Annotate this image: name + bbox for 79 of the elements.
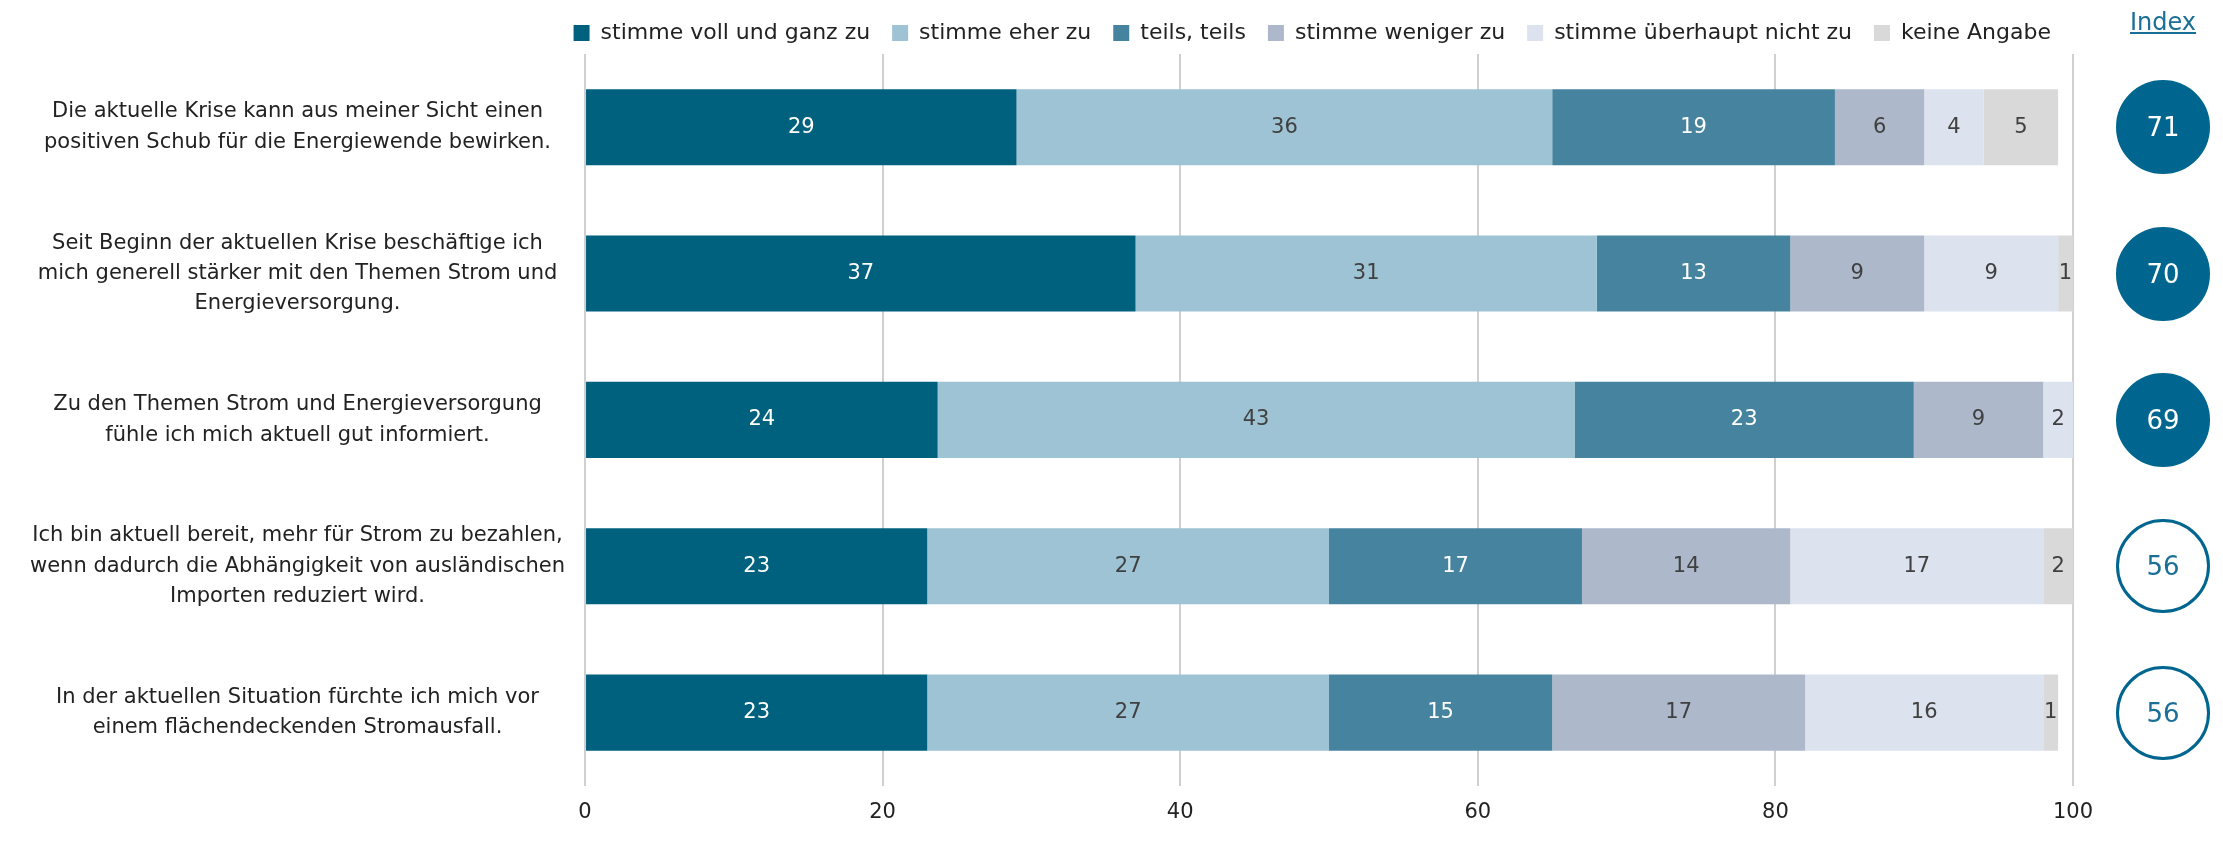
legend-label: stimme weniger zu [1294,18,1506,44]
text: 56 [2116,665,2210,760]
bar [927,674,1330,751]
bar [1834,89,1925,166]
bar [586,674,928,751]
data-label: 9 [1850,259,1864,284]
y-tick-label: Zu den Themen Strom und Energieversorgung fühle ich mich aktuell gut informiert. [53,391,542,446]
y-tick-label: Seit Beginn der aktuellen Krise beschäftige ich mich generell stärker mit den Themen Strom und Energieversorgung. [37,229,558,315]
data-label: 4 [1947,113,1961,138]
y-tick-label: In der aktuellen Situation fürchte ich mich vor einem flächendeckenden Stromausfall. [56,683,540,739]
bar [1805,674,2044,751]
x-tick-label: 20 [869,798,896,823]
bar [1581,528,1791,605]
text: 70 [2116,226,2210,321]
bar [1913,381,2044,458]
x-tick-label: 80 [1762,798,1789,823]
data-label: 27 [1114,699,1142,724]
data-label: 15 [1427,699,1454,724]
bar [1596,235,1791,312]
data-label: 36 [1271,113,1298,138]
bar [1924,89,1984,166]
data-label: 2 [2051,406,2065,431]
bar [1552,89,1835,166]
bar [586,89,1017,166]
legend-label: stimme überhaupt nicht zu [1554,18,1852,44]
data-label: 6 [1872,113,1887,138]
data-label: 17 [1665,699,1693,724]
legend-label: stimme eher zu [919,18,1092,44]
data-label: 5 [2014,113,2028,138]
bar [1790,528,2044,605]
data-label: 27 [1114,552,1142,577]
bar [1552,674,1806,751]
data-label: 13 [1680,259,1707,284]
bar [1135,235,1597,312]
bar [1329,674,1553,751]
bar [586,235,1136,312]
data-label: 23 [743,699,771,724]
bar [937,381,1575,458]
data-label: 17 [1903,552,1931,577]
data-label: 1 [2043,699,2058,724]
data-label: 29 [787,113,815,138]
data-label: 37 [847,259,875,284]
data-label: 9 [1971,406,1986,431]
bar [1574,381,1914,458]
bar [1016,89,1553,166]
bar [1329,528,1582,605]
bar [586,528,928,605]
bar [927,528,1330,605]
text: 56 [2116,519,2210,614]
legend-label: stimme voll und ganz zu [600,18,871,44]
x-tick-label: 60 [1464,798,1492,823]
bar [2043,381,2073,458]
data-label: 23 [743,552,771,577]
text: 69 [2116,372,2210,467]
y-tick-label: Die aktuelle Krise kann aus meiner Sicht einen positiven Schub für die Energiewende bewirken. [44,98,552,153]
data-label: 16 [1910,699,1938,724]
bar [2043,674,2059,751]
legend-label: teils, teils [1140,18,1246,44]
bar [1983,89,2059,166]
x-tick-label: 40 [1166,798,1194,823]
data-label: 43 [1242,406,1270,431]
data-label: 19 [1680,113,1707,138]
data-label: 24 [748,406,776,431]
y-tick-label: Ich bin aktuell bereit, mehr für Strom zu bezahlen, wenn dadurch die Abhängigkeit von ausländischen Importen reduziert wird. [30,522,566,608]
data-label: 1 [2058,259,2073,284]
data-label: 14 [1672,552,1700,577]
x-tick-label: 100 [2052,798,2094,823]
bar [1924,235,2059,312]
data-label: 31 [1352,259,1380,284]
data-label: 17 [1442,552,1469,577]
bar [1790,235,1925,312]
legend-label: keine Angabe [1900,18,2051,44]
text: 71 [2116,80,2210,175]
data-label: 2 [2051,552,2065,577]
bar [586,381,938,458]
data-label: 23 [1730,406,1758,431]
text: Index [2130,8,2197,36]
x-tick-label: 0 [578,798,592,823]
data-label: 9 [1984,259,1998,284]
